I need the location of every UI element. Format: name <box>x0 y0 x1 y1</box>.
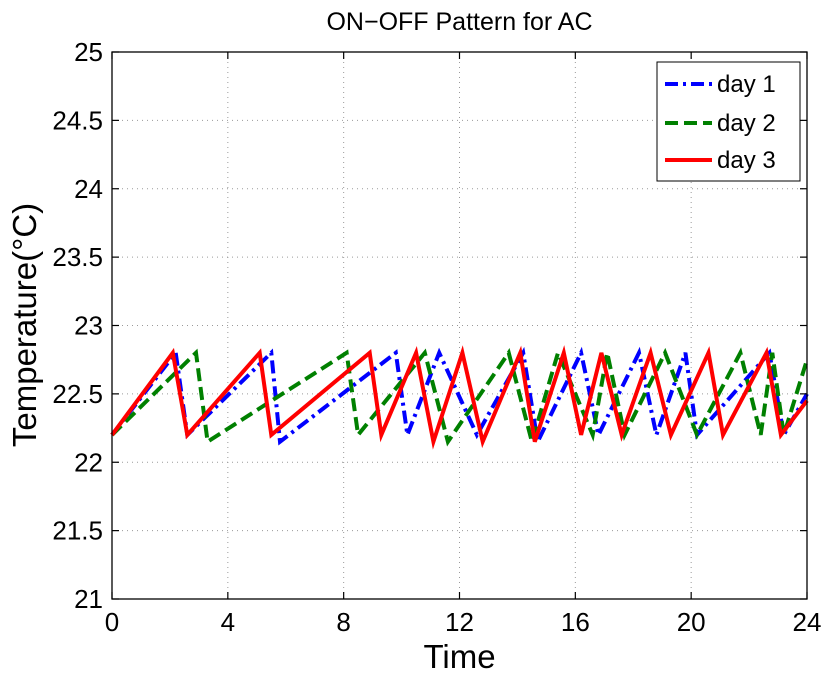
tick-labels: 0 4 8 12 16 20 24 21 21.5 22 22.5 23 23.5 24 24.5 25 <box>52 37 821 637</box>
series-layer <box>110 345 809 450</box>
legend-label-day-1: day 1 <box>717 71 776 98</box>
chart-title: ON−OFF Pattern for AC <box>326 8 592 36</box>
y-tick-label: 23.5 <box>52 242 103 272</box>
y-axis-label: Temperature(°C) <box>6 203 43 447</box>
legend-label-day-2: day 2 <box>717 110 776 137</box>
legend: day 1 day 2 day 3 <box>656 61 801 182</box>
series-line-day-3 <box>110 345 809 450</box>
legend-label-day-3: day 3 <box>717 147 776 174</box>
y-tick-label: 21.5 <box>52 516 103 546</box>
y-tick-label: 24.5 <box>52 105 103 135</box>
series-line-day-1 <box>110 346 809 449</box>
x-tick-label: 20 <box>677 607 706 637</box>
y-tick-label: 22.5 <box>52 379 103 409</box>
x-tick-label: 12 <box>445 607 474 637</box>
x-tick-label: 8 <box>336 607 350 637</box>
y-tick-label: 22 <box>74 447 103 477</box>
y-tick-label: 24 <box>74 174 103 204</box>
x-tick-label: 16 <box>561 607 590 637</box>
ticks <box>111 51 808 600</box>
y-tick-label: 23 <box>74 311 103 341</box>
x-tick-label: 4 <box>221 607 235 637</box>
x-tick-label: 24 <box>793 607 822 637</box>
y-tick-label: 21 <box>74 584 103 614</box>
y-tick-label: 25 <box>74 37 103 67</box>
series-line-day-2 <box>110 346 809 450</box>
x-axis-label: Time <box>423 638 495 673</box>
x-tick-label: 0 <box>105 607 119 637</box>
